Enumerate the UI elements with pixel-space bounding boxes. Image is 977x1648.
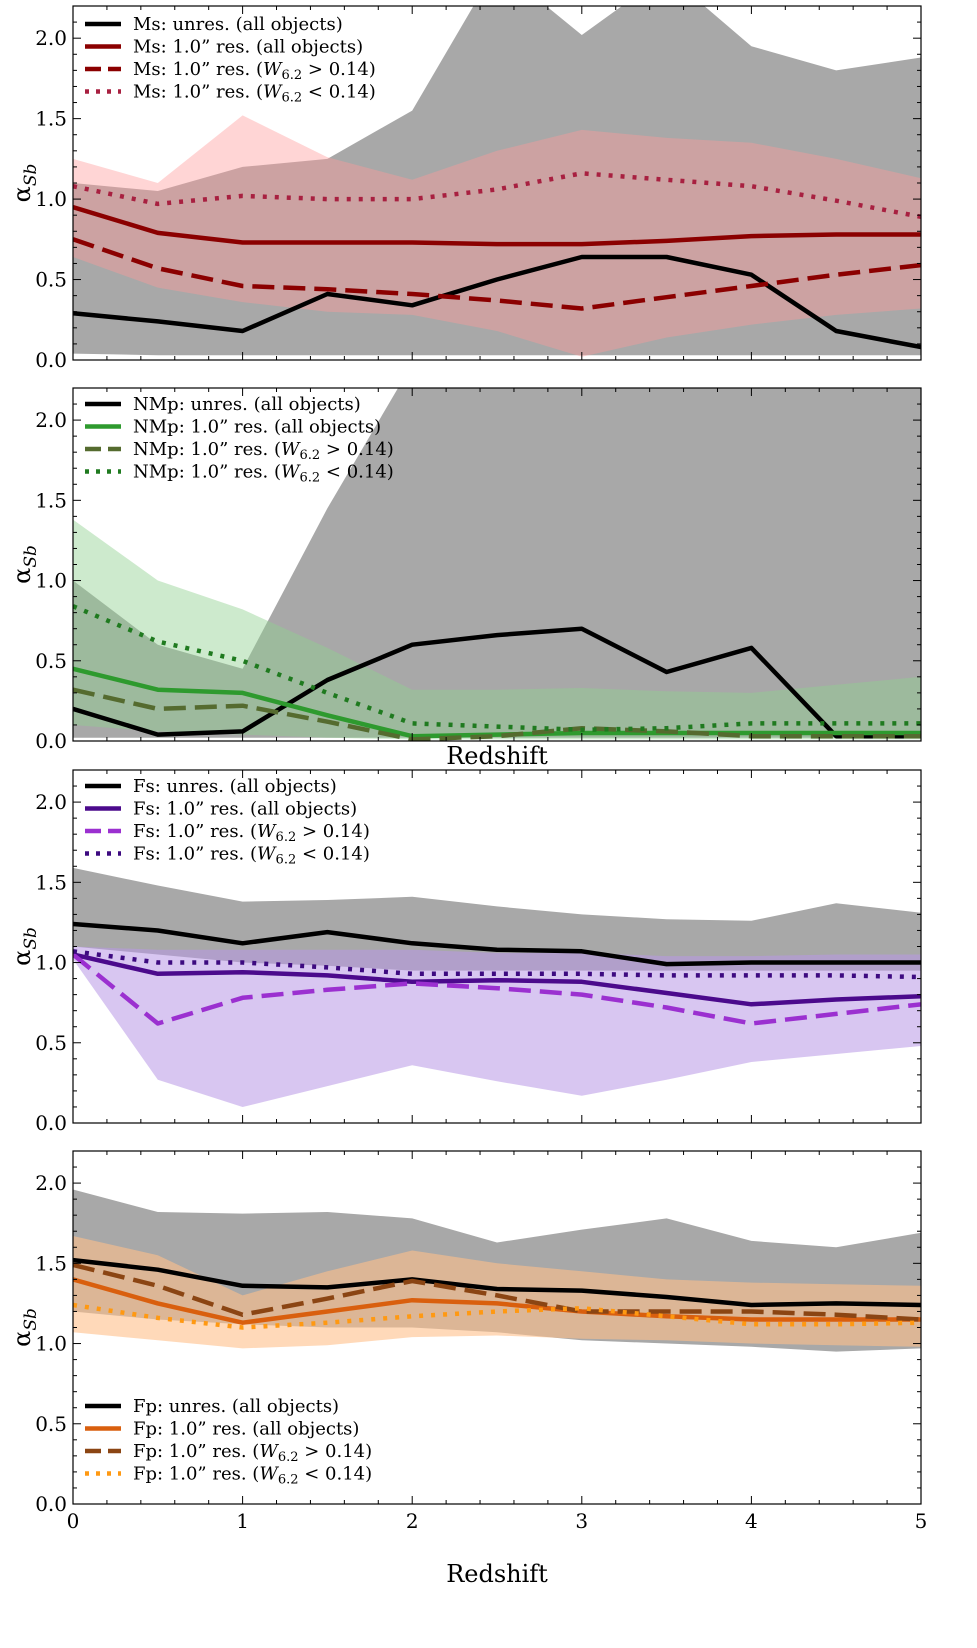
x-axis-label: Redshift xyxy=(446,1560,548,1588)
y-tick-label: 0.0 xyxy=(35,1111,67,1135)
legend-label: Fs: 1.0” res. (W6.2 > 0.14) xyxy=(133,821,370,845)
legend-label: Ms: 1.0” res. (W6.2 < 0.14) xyxy=(133,82,376,106)
y-axis-label: αSb xyxy=(8,1308,41,1347)
y-tick-label: 1.0 xyxy=(35,569,67,593)
legend-label: Fp: 1.0” res. (W6.2 > 0.14) xyxy=(133,1441,372,1465)
y-tick-label: 1.5 xyxy=(35,870,67,894)
band-resolved xyxy=(73,115,921,357)
y-tick-label: 1.5 xyxy=(35,107,67,131)
legend-label: NMp: 1.0” res. (W6.2 < 0.14) xyxy=(133,462,394,486)
x-tick-label: 3 xyxy=(575,1509,588,1533)
legend: NMp: unres. (all objects)NMp: 1.0” res. … xyxy=(85,394,394,486)
legend-label: NMp: 1.0” res. (W6.2 > 0.14) xyxy=(133,439,394,463)
legend-label: Fs: 1.0” res. (all objects) xyxy=(133,799,357,820)
y-tick-label: 0.5 xyxy=(35,268,67,292)
y-tick-label: 1.0 xyxy=(35,187,67,211)
legend-label: Fs: unres. (all objects) xyxy=(133,776,337,797)
y-axis-label: αSb xyxy=(8,545,41,584)
legend-label: NMp: 1.0” res. (all objects) xyxy=(133,417,381,438)
band-resolved xyxy=(73,519,921,740)
y-tick-label: 1.5 xyxy=(35,488,67,512)
x-tick-label: 4 xyxy=(745,1509,758,1533)
band-unresolved xyxy=(73,867,921,971)
legend-label: Ms: 1.0” res. (all objects) xyxy=(133,37,363,58)
y-tick-label: 1.5 xyxy=(35,1251,67,1275)
legend-label: Fp: 1.0” res. (W6.2 < 0.14) xyxy=(133,1464,372,1488)
band-unresolved xyxy=(73,388,921,738)
x-tick-label: 2 xyxy=(406,1509,419,1533)
legend-label: Fp: unres. (all objects) xyxy=(133,1396,339,1417)
series-line-4 xyxy=(73,171,921,220)
legend-label: NMp: unres. (all objects) xyxy=(133,394,361,415)
y-tick-label: 2.0 xyxy=(35,26,67,50)
y-tick-label: 0.0 xyxy=(35,729,67,753)
x-tick-label: 0 xyxy=(67,1509,80,1533)
panel-ms: 0.0 0.5 1.0 1.5 2.0 αSb Ms: unres. (all object… xyxy=(8,5,922,372)
plot-area xyxy=(73,867,921,1107)
y-tick-label: 0.5 xyxy=(35,1031,67,1055)
y-tick-label: 0.0 xyxy=(35,348,67,372)
legend: Fs: unres. (all objects)Fs: 1.0” res. (a… xyxy=(85,776,370,868)
y-tick-label: 0.5 xyxy=(35,1412,67,1436)
series-line-3 xyxy=(73,237,921,311)
series-line-3 xyxy=(73,687,921,741)
legend-label: Ms: 1.0” res. (W6.2 > 0.14) xyxy=(133,59,376,83)
y-tick-label: 2.0 xyxy=(35,1171,67,1195)
y-axis-label: αSb xyxy=(8,164,41,203)
panel-fs: 0.0 0.5 1.0 1.5 2.0 αSb Fs: unres. (all object… xyxy=(8,769,922,1135)
legend-label: Fp: 1.0” res. (all objects) xyxy=(133,1419,359,1440)
x-axis-label: Redshift xyxy=(446,742,548,770)
y-tick-label: 1.0 xyxy=(35,1332,67,1356)
series-line-4 xyxy=(73,1302,921,1330)
legend: Ms: unres. (all objects)Ms: 1.0” res. (a… xyxy=(85,14,376,106)
y-tick-label: 1.0 xyxy=(35,951,67,975)
panel-fp: 0.0 0.5 1.0 1.5 2.0 0 1 2 3 4 5 αSb Redshift Fp: unre… xyxy=(8,1150,928,1588)
y-tick-label: 2.0 xyxy=(35,408,67,432)
legend-label: Ms: unres. (all objects) xyxy=(133,14,343,35)
panel-nmp: 0.0 0.5 1.0 1.5 2.0 αSb Redshift NMp: unres. (a… xyxy=(8,387,922,770)
y-tick-label: 0.0 xyxy=(35,1492,67,1516)
x-tick-label: 1 xyxy=(236,1509,249,1533)
y-axis-label: αSb xyxy=(8,927,41,966)
legend: Fp: unres. (all objects)Fp: 1.0” res. (a… xyxy=(85,1396,372,1488)
x-tick-label: 5 xyxy=(915,1509,928,1533)
legend-label: Fs: 1.0” res. (W6.2 < 0.14) xyxy=(133,844,370,868)
plot-area xyxy=(73,388,921,741)
band-resolved xyxy=(73,946,921,1107)
plot-area xyxy=(73,6,921,357)
plot-area xyxy=(73,1189,921,1352)
y-tick-label: 0.5 xyxy=(35,649,67,673)
y-tick-label: 2.0 xyxy=(35,790,67,814)
